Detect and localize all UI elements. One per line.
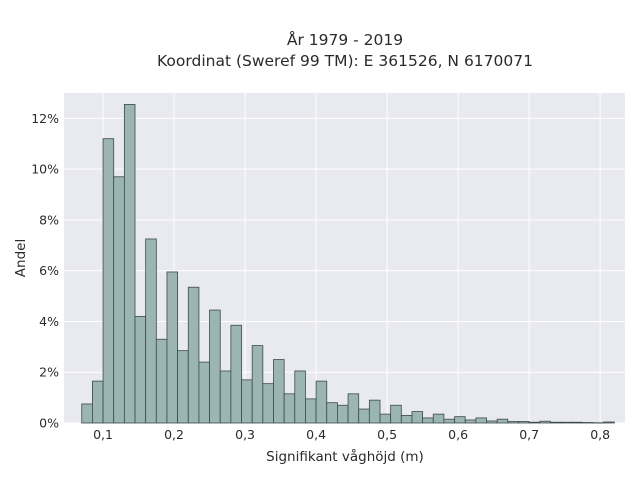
x-tick-label: 0,5 [377,427,397,442]
histogram-bar [539,420,551,424]
histogram-bar [528,421,541,424]
histogram-bar [454,416,466,424]
y-tick-label: 10% [31,162,59,177]
histogram-bar [273,359,285,424]
y-axis-ticks: 0% 2% 4% 6% 8% 10% 12% [31,111,59,431]
histogram-bar [241,379,253,424]
x-axis-label: Signifikant våghöjd (m) [266,448,424,465]
histogram-bar [113,176,125,424]
histogram-bar [283,393,296,424]
histogram-bar [251,345,264,424]
histogram-bar [475,417,487,424]
histogram-bar [422,417,434,424]
histogram-bar [294,370,306,424]
y-tick-label: 4% [39,314,59,329]
y-tick-label: 2% [39,365,59,380]
histogram-bar [390,404,402,424]
chart-subtitle: Koordinat (Sweref 99 TM): E 361526, N 61… [157,52,533,70]
histogram-bar [262,383,274,424]
histogram-bar [507,421,519,424]
x-tick-label: 0,4 [306,427,326,442]
histogram-bar [347,393,360,424]
histogram-bar [464,419,477,424]
x-tick-label: 0,2 [164,427,184,442]
histogram-bar [305,398,317,424]
histogram-bar [123,104,136,424]
histogram-bar [571,421,583,424]
histogram-bar [400,414,413,424]
histogram-bar [177,350,189,424]
histogram-bar [581,422,594,424]
y-axis-label: Andel [13,239,29,277]
y-tick-label: 6% [39,263,59,278]
histogram-bar [550,421,562,424]
histogram-bar [230,324,242,424]
histogram-bar [92,380,104,424]
chart-title: År 1979 - 2019 [287,30,403,49]
histogram-bar [209,309,221,424]
histogram-bar [145,238,157,424]
histogram-bars [81,104,615,424]
histogram-bar [102,138,115,424]
x-tick-label: 0,8 [590,427,610,442]
histogram-bar [486,420,498,424]
histogram-bar [443,418,455,424]
y-tick-label: 12% [31,111,59,126]
histogram-bar [368,399,381,424]
histogram-bar [379,413,392,424]
histogram-bar [198,361,210,424]
histogram-bar [155,338,168,424]
histogram-bar [187,286,200,424]
y-tick-label: 0% [39,416,59,431]
x-axis-ticks: 0,1 0,2 0,3 0,4 0,5 0,6 0,7 0,8 [93,427,610,442]
x-tick-label: 0,7 [519,427,539,442]
histogram-bar [166,271,179,424]
x-tick-label: 0,3 [235,427,255,442]
histogram-bar [358,408,370,424]
x-tick-label: 0,1 [93,427,113,442]
histogram-bar [603,421,615,424]
histogram-bar [81,403,93,424]
histogram-bar [315,380,328,424]
y-tick-label: 8% [39,212,59,227]
histogram-bar [496,418,509,424]
histogram-bar [518,421,530,424]
histogram-bar [432,413,445,424]
histogram-bar [336,404,349,424]
histogram-bar [560,421,573,424]
histogram-bar [326,402,338,424]
histogram-bar [219,370,232,424]
x-tick-label: 0,6 [448,427,468,442]
histogram-bar [134,315,147,424]
histogram-bar [411,411,424,424]
